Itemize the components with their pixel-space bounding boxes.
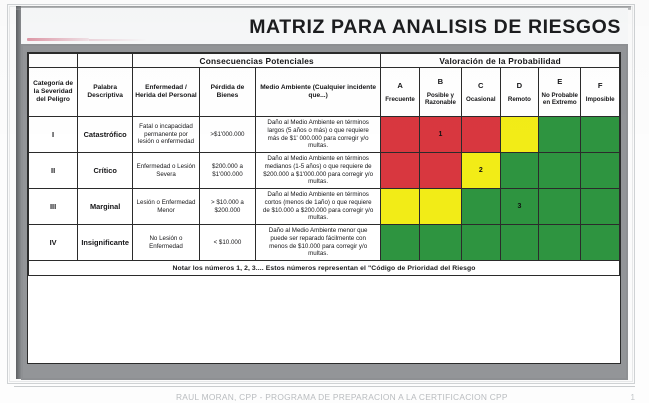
- table-row: III Marginal Lesión o Enfermedad Menor >…: [27, 188, 620, 225]
- risk-cell-i-f: [580, 116, 620, 153]
- row-personal: Lesión o Enfermedad Menor: [132, 188, 200, 225]
- prob-letter-f: F: [597, 81, 603, 91]
- row-personal: No Lesión o Enfermedad: [132, 224, 200, 261]
- risk-cell-i-c: [460, 116, 501, 153]
- risk-matrix: Consecuencias Potenciales Valoración de …: [27, 52, 621, 364]
- prob-label-c: Ocasional: [466, 95, 496, 103]
- risk-cell-ii-c: 2: [460, 152, 501, 189]
- group-header-row: Consecuencias Potenciales Valoración de …: [27, 53, 620, 68]
- column-header-prob-c: C Ocasional: [460, 67, 501, 117]
- risk-matrix-table: Consecuencias Potenciales Valoración de …: [27, 53, 620, 276]
- risk-cell-i-b: 1: [418, 116, 462, 153]
- prob-label-a: Frecuente: [385, 95, 415, 103]
- row-bienes: $200.000 a $1'000.000: [198, 152, 257, 189]
- scan-edge-left: [16, 6, 21, 379]
- risk-cell-iv-a: [380, 224, 420, 261]
- prob-label-b: Posible y Razonable: [424, 92, 456, 107]
- risk-cell-iii-a: [380, 188, 420, 225]
- risk-cell-i-d: [499, 116, 540, 153]
- column-header-bienes: Pérdida de Bienes: [198, 67, 257, 117]
- risk-cell-ii-a: [380, 152, 420, 189]
- row-palabra: Marginal: [77, 188, 134, 225]
- pink-marker-smudge: [27, 38, 89, 41]
- prob-label-f: Imposible: [585, 95, 615, 103]
- row-ambiente: Daño al Medio Ambiente menor que puede s…: [255, 224, 382, 261]
- prob-letter-e: E: [557, 77, 563, 87]
- row-personal: Enfermedad o Lesión Severa: [132, 152, 200, 189]
- column-header-personal: Enfermedad / Herida del Personal: [132, 67, 200, 117]
- matrix-note: Notar los números 1, 2, 3.... Estos núme…: [28, 260, 620, 276]
- column-header-prob-d: D Remoto: [499, 67, 540, 117]
- row-categoria: I: [27, 116, 79, 153]
- row-categoria: IV: [27, 224, 79, 261]
- risk-cell-iii-d: 3: [499, 188, 540, 225]
- column-header-prob-e: E No Probable en Extremo: [538, 67, 582, 117]
- risk-cell-iii-e: [538, 188, 582, 225]
- table-row: IV Insignificante No Lesión o Enfermedad…: [27, 224, 620, 261]
- group-header-probabilidad: Valoración de la Probabilidad: [380, 53, 620, 68]
- row-categoria: II: [27, 152, 79, 189]
- row-ambiente: Daño al Medio Ambiente en términos largo…: [255, 116, 382, 153]
- risk-cell-iv-b: [418, 224, 462, 261]
- column-header-row: Categoría de la Severidad del Peligro Pa…: [27, 67, 620, 117]
- prob-letter-c: C: [478, 81, 484, 91]
- column-header-categoria: Categoría de la Severidad del Peligro: [27, 67, 79, 117]
- slide-page-number: 1: [630, 392, 635, 402]
- row-palabra: Catastrófico: [77, 116, 134, 153]
- row-palabra: Insignificante: [77, 224, 134, 261]
- column-header-prob-b: B Posible y Razonable: [418, 67, 462, 117]
- risk-cell-ii-e: [538, 152, 582, 189]
- risk-cell-iv-d: [499, 224, 540, 261]
- risk-cell-iv-f: [580, 224, 620, 261]
- risk-cell-iv-c: [460, 224, 501, 261]
- risk-cell-iii-c: [460, 188, 501, 225]
- column-header-ambiente: Medio Ambiente (Cualquier incidente que.…: [255, 67, 382, 117]
- title-band: [21, 8, 628, 44]
- table-row: II Crítico Enfermedad o Lesión Severa $2…: [27, 152, 620, 189]
- slide-footer-text: RAUL MORAN, CPP - PROGRAMA DE PREPARACIO…: [176, 392, 508, 402]
- risk-cell-i-a: [380, 116, 420, 153]
- prob-letter-b: B: [437, 77, 444, 87]
- risk-cell-ii-f: [580, 152, 620, 189]
- risk-cell-ii-d: [499, 152, 540, 189]
- row-ambiente: Daño al Medio Ambiente en términos corto…: [255, 188, 382, 225]
- prob-label-d: Remoto: [507, 95, 531, 103]
- prob-letter-d: D: [516, 81, 523, 91]
- risk-cell-ii-b: [418, 152, 462, 189]
- risk-cell-i-e: [538, 116, 582, 153]
- row-categoria: III: [27, 188, 79, 225]
- prob-letter-a: A: [397, 81, 403, 91]
- pink-marker-smudge-2: [89, 39, 147, 41]
- note-row: Notar los números 1, 2, 3.... Estos núme…: [28, 260, 620, 276]
- column-header-prob-f: F Imposible: [580, 67, 620, 117]
- row-ambiente: Daño al Medio Ambiente en términos media…: [255, 152, 382, 189]
- row-personal: Fatal o incapacidad permanente por lesió…: [132, 116, 200, 153]
- table-row: I Catastrófico Fatal o incapacidad perma…: [27, 116, 620, 153]
- corner-blank-2: [77, 53, 134, 68]
- column-header-prob-a: A Frecuente: [380, 67, 420, 117]
- row-palabra: Crítico: [77, 152, 134, 189]
- prob-label-e: No Probable en Extremo: [541, 92, 578, 107]
- risk-cell-iii-f: [580, 188, 620, 225]
- column-header-palabra: Palabra Descriptiva: [77, 67, 134, 117]
- corner-blank-1: [27, 53, 79, 68]
- row-bienes: > $10.000 a $200.000: [198, 188, 257, 225]
- page-title: MATRIZ PARA ANALISIS DE RIESGOS: [249, 16, 621, 38]
- risk-cell-iii-b: [418, 188, 462, 225]
- row-bienes: < $10.000: [198, 224, 257, 261]
- risk-cell-iv-e: [538, 224, 582, 261]
- group-header-consecuencias: Consecuencias Potenciales: [132, 53, 382, 68]
- footer-divider: [14, 386, 635, 387]
- row-bienes: >$1'000.000: [198, 116, 257, 153]
